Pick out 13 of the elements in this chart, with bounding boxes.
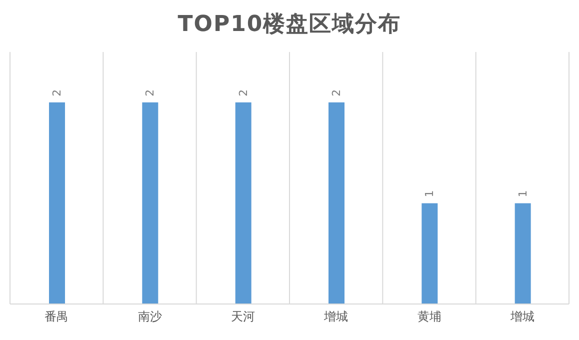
x-tick-label: 增城 [323,310,348,324]
x-tick-label: 天河 [230,310,255,324]
x-tick-label: 增城 [509,310,534,324]
data-label: 2 [236,89,250,96]
chart-title: TOP10楼盘区域分布 [176,11,402,39]
data-label: 1 [423,190,436,198]
data-label: 2 [330,89,343,96]
x-tick-label: 番禺 [44,310,69,324]
data-label: 1 [516,190,530,198]
x-tick-label: 黄埔 [417,310,442,324]
data-label: 2 [50,89,64,96]
data-label: 2 [144,89,157,96]
x-tick-label: 南沙 [138,310,162,324]
